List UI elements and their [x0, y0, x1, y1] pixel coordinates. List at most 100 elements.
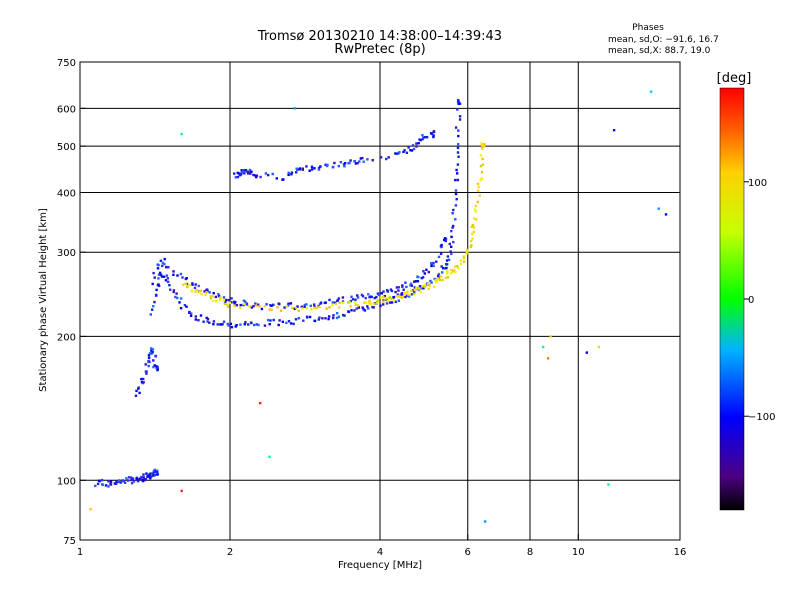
data-point	[181, 276, 184, 279]
colorbar-tick-label: 100	[748, 178, 767, 189]
colorbar	[719, 87, 745, 511]
data-point	[411, 289, 415, 292]
data-point	[459, 262, 463, 266]
data-point	[541, 345, 545, 349]
data-point	[218, 298, 222, 302]
data-point	[163, 257, 166, 261]
data-point	[372, 306, 375, 309]
data-point	[394, 152, 397, 155]
data-point	[450, 235, 453, 239]
data-point	[361, 156, 364, 160]
data-point	[167, 266, 170, 269]
data-point	[403, 149, 406, 152]
data-point	[474, 208, 477, 211]
data-point	[255, 323, 258, 326]
data-point	[152, 470, 156, 473]
data-point	[386, 299, 389, 303]
data-point	[234, 176, 237, 179]
data-point	[194, 283, 197, 286]
data-point	[350, 295, 353, 298]
data-point	[414, 280, 417, 283]
data-point	[405, 294, 409, 297]
data-point	[157, 284, 161, 288]
data-point	[327, 315, 331, 318]
y-tick-label: 400	[57, 188, 76, 199]
data-point	[405, 285, 408, 289]
data-point	[362, 308, 365, 311]
data-point	[290, 171, 294, 174]
x-tick-label: 10	[572, 547, 585, 558]
data-point	[224, 300, 227, 304]
data-point	[462, 255, 466, 258]
data-point	[319, 302, 322, 305]
data-point	[415, 145, 418, 148]
data-point	[400, 293, 404, 296]
data-point	[466, 250, 469, 253]
data-point	[354, 303, 357, 306]
data-point	[172, 273, 175, 276]
data-point	[94, 484, 97, 488]
data-point	[150, 352, 153, 355]
data-point	[453, 265, 457, 268]
data-point	[612, 129, 616, 132]
data-point	[212, 292, 215, 295]
data-point	[238, 306, 242, 309]
data-point	[407, 146, 410, 149]
data-point	[397, 289, 400, 292]
data-point	[153, 276, 156, 279]
data-point	[449, 250, 452, 253]
y-tick-label: 200	[57, 332, 76, 343]
data-point	[247, 323, 250, 326]
data-point	[139, 477, 142, 480]
data-point	[356, 161, 359, 165]
data-point	[433, 277, 436, 281]
data-point	[252, 305, 255, 308]
data-point	[279, 309, 283, 312]
data-point	[163, 263, 166, 266]
data-point	[302, 319, 305, 322]
data-point	[456, 146, 460, 150]
data-point	[377, 293, 381, 297]
data-point	[152, 359, 155, 362]
data-point	[412, 147, 416, 151]
data-point	[328, 306, 331, 309]
data-point	[203, 290, 206, 293]
data-point	[479, 165, 483, 168]
data-point	[410, 289, 413, 292]
data-point	[471, 224, 475, 227]
data-point	[432, 130, 435, 133]
data-point	[151, 351, 154, 354]
data-point	[456, 265, 459, 268]
data-point	[135, 477, 138, 480]
y-axis-label: Stationary phase Virtual Height [km]	[38, 208, 49, 392]
data-point	[411, 144, 415, 147]
data-point	[445, 259, 449, 262]
data-point	[382, 290, 385, 293]
data-point	[425, 268, 428, 271]
data-point	[454, 270, 457, 274]
data-point	[382, 303, 385, 306]
data-point	[438, 278, 442, 282]
data-point	[476, 200, 480, 204]
data-point	[334, 301, 337, 304]
data-point	[392, 295, 396, 299]
data-point	[437, 255, 441, 259]
data-point	[289, 302, 293, 305]
data-point	[395, 286, 399, 289]
data-point	[185, 305, 188, 308]
data-point	[351, 298, 355, 301]
data-point	[410, 149, 414, 152]
data-point	[428, 284, 431, 287]
data-point	[357, 306, 360, 309]
data-point	[422, 286, 425, 290]
data-point	[361, 306, 364, 309]
data-point	[206, 320, 209, 323]
data-point	[254, 302, 257, 305]
data-point	[242, 299, 246, 302]
data-point	[259, 175, 262, 179]
data-point	[462, 257, 465, 260]
data-point	[142, 476, 145, 479]
data-point	[350, 309, 353, 312]
data-point	[333, 161, 336, 165]
data-point	[397, 299, 400, 302]
